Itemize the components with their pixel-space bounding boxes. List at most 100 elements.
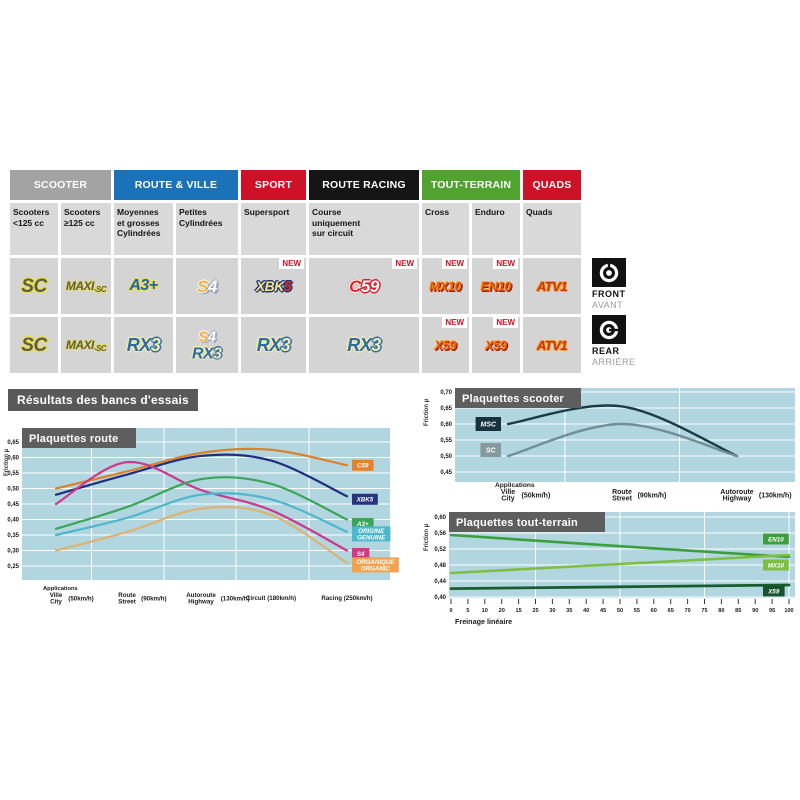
chart-title-bar (449, 512, 605, 532)
applications-label: Applications (495, 482, 535, 489)
category-header-quads: QUADS (523, 170, 581, 200)
svg-text:ORGANIC: ORGANIC (361, 566, 391, 573)
x-tick-label: 50 (617, 608, 623, 614)
svg-text:(130km/h): (130km/h) (221, 596, 250, 603)
product-cell: MAXI -SC (61, 258, 111, 314)
logo-text: MAXI (65, 338, 95, 352)
logo-text: ATV1 (536, 337, 568, 353)
logo-text: RX (347, 335, 372, 355)
x-tick-label: 75 (701, 608, 707, 614)
y-tick-label: 0,55 (440, 438, 452, 444)
svg-text:Route: Route (118, 592, 136, 599)
product-logo: SC (21, 334, 47, 356)
product-logo: C 59 (349, 278, 379, 295)
product-cell: ATV1 (523, 258, 581, 314)
x-tick-label: 100 (784, 608, 793, 614)
x-tick-label: 0 (449, 608, 452, 614)
subheader-cell: Scooters ≥125 cc (61, 203, 111, 255)
svg-text:MX10: MX10 (768, 562, 785, 569)
front-label-fr: AVANT (592, 300, 624, 310)
series-MX10 (449, 553, 791, 575)
logo-text: MAXI (65, 279, 95, 293)
logo-text: X59 (485, 337, 507, 353)
product-cell: RX 3 (241, 317, 306, 373)
logo-text: EN10 (480, 278, 512, 294)
product-cell: A3+ (114, 258, 173, 314)
product-logo: ATV1 (537, 280, 568, 293)
subheader-cell: Moyennes et grosses Cylindrées (114, 203, 173, 255)
legend-tag: C59 (352, 459, 374, 471)
logo-text: 4 (207, 328, 216, 345)
series-MSC (506, 404, 739, 458)
y-tick-label: 0,70 (440, 390, 452, 396)
x-tick-label: 95 (769, 608, 775, 614)
svg-text:Autoroute: Autoroute (186, 592, 216, 599)
category-header-scooter: SCOOTER (10, 170, 111, 200)
x-tick-label: 90 (752, 608, 758, 614)
svg-text:Street: Street (612, 496, 633, 503)
product-logo: X59 (485, 339, 507, 352)
svg-text:Circuit (180km/h): Circuit (180km/h) (246, 595, 296, 602)
y-tick-label: 0,25 (7, 564, 19, 570)
new-badge: NEW (442, 317, 467, 328)
logo-text: SC (21, 334, 47, 356)
product-logo: MAXI -SC (65, 338, 107, 353)
subheader-cell: Scooters <125 cc (10, 203, 58, 255)
legend-tag: MX10 (763, 559, 789, 571)
series-S4 (54, 461, 349, 552)
subheader-cell: Quads (523, 203, 581, 255)
x-category-label: Circuit (180km/h) (246, 595, 296, 602)
category-header-sport: SPORT (241, 170, 306, 200)
legend-tag: XBK5 (352, 493, 378, 505)
product-cell: NEW MX10 (422, 258, 469, 314)
svg-text:(50km/h): (50km/h) (68, 596, 93, 603)
y-tick-label: 0,50 (440, 454, 452, 460)
chart-title-bar (455, 388, 581, 408)
new-badge: NEW (279, 258, 304, 269)
legend-tag: EN10 (763, 533, 789, 545)
product-logo: RX 3 (347, 336, 381, 354)
chart-offroad: 0,60 0,56 0,52 0,48 0,44 0,40 EN10 MX10 X59 Plaqu… (424, 512, 795, 626)
results-title: Résultats des bancs d'essais (8, 389, 198, 411)
x-tick-label: 65 (668, 608, 674, 614)
x-tick-label: 60 (651, 608, 657, 614)
chart-title: Plaquettes tout-terrain (456, 517, 578, 529)
y-tick-label: 0,35 (7, 533, 19, 539)
product-cell: NEW XBK 5 (241, 258, 306, 314)
subheader-cell: Course uniquement sur circuit (309, 203, 419, 255)
product-logo: XBK 5 (256, 279, 292, 293)
y-tick-label: 0,56 (434, 531, 446, 537)
chart-title: Plaquettes route (29, 433, 118, 445)
chart-scooter: 0,70 0,65 0,60 0,55 0,50 0,45 MSC SC Plaquettes … (424, 388, 795, 503)
y-tick-label: 0,45 (440, 470, 452, 476)
product-logo: SC (21, 277, 47, 296)
x-tick-label: 40 (583, 608, 589, 614)
svg-text:City: City (501, 496, 514, 503)
x-tick-label: 5 (466, 608, 469, 614)
svg-text:GENUINE: GENUINE (357, 535, 386, 542)
new-badge: NEW (442, 258, 467, 269)
y-tick-label: 0,48 (434, 563, 446, 569)
svg-text:X59: X59 (767, 588, 780, 595)
logo-text: -SC (93, 344, 107, 353)
product-logo: EN10 (481, 280, 512, 293)
series-X59 (449, 583, 791, 590)
product-logo: RX 3 (192, 345, 222, 361)
svg-text:(90km/h): (90km/h) (141, 596, 166, 603)
logo-text: 3 (371, 335, 381, 355)
brake-disc-front-icon (599, 262, 619, 282)
series-ORIGINE-GENUINE (54, 492, 349, 537)
svg-text:ORIGINE: ORIGINE (358, 528, 385, 535)
new-badge: NEW (493, 258, 518, 269)
series-C59 (54, 447, 349, 490)
svg-text:C59: C59 (357, 463, 369, 470)
logo-text: A3+ (129, 277, 158, 294)
category-header-route-ville: ROUTE & VILLE (114, 170, 238, 200)
chart-title: Plaquettes scooter (462, 393, 565, 405)
x-tick-label: 10 (482, 608, 488, 614)
logo-text: 3 (280, 335, 291, 355)
y-tick-label: 0,44 (434, 579, 446, 585)
logo-text: RX (126, 335, 152, 355)
